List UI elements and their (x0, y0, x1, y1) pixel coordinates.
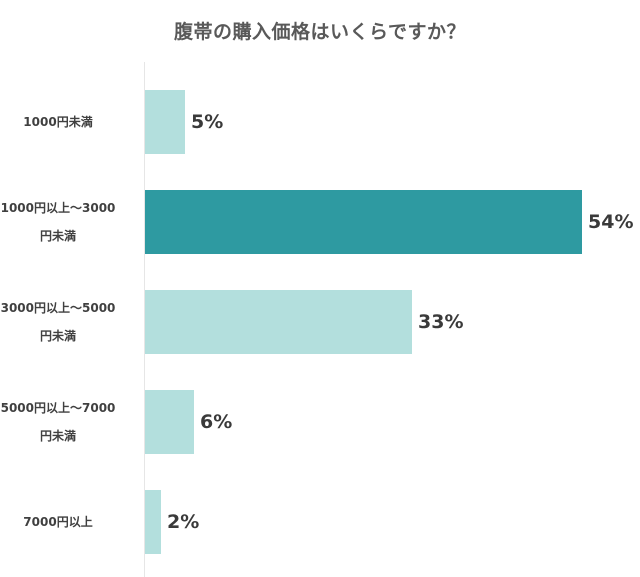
category-label: 1000円以上～3000 円未満 (0, 190, 128, 254)
bar-row: 5000円以上～7000 円未満 6% (0, 390, 640, 454)
value-label: 6% (200, 411, 233, 433)
category-label-line: 7000円以上 (23, 515, 93, 529)
value-label: 54% (588, 211, 634, 233)
bar-row: 3000円以上～5000 円未満 33% (0, 290, 640, 354)
bar (145, 290, 412, 354)
category-label-line: 3000円以上～5000 (0, 301, 116, 315)
value-label: 5% (191, 111, 224, 133)
chart-title: 腹帯の購入価格はいくらですか？ (174, 21, 466, 43)
category-label-line: 円未満 (39, 329, 76, 343)
bar-row: 7000円以上 2% (0, 490, 640, 554)
category-label-line: 5000円以上～7000 (0, 401, 116, 415)
bar (145, 190, 582, 254)
value-label: 33% (418, 311, 464, 333)
category-label-line: 1000円未満 (23, 115, 93, 129)
bar (145, 490, 161, 554)
category-label-line: 円未満 (39, 229, 76, 243)
bar (145, 390, 194, 454)
value-label: 2% (167, 511, 200, 533)
category-label-line: 1000円以上～3000 (0, 201, 116, 215)
category-axis-line (144, 62, 145, 577)
category-label: 7000円以上 (0, 490, 128, 554)
category-label: 1000円未満 (0, 90, 128, 154)
category-label-line: 円未満 (39, 429, 76, 443)
bar-row: 1000円以上～3000 円未満 54% (0, 190, 640, 254)
category-label: 3000円以上～5000 円未満 (0, 290, 128, 354)
category-label: 5000円以上～7000 円未満 (0, 390, 128, 454)
bar-row: 1000円未満 5% (0, 90, 640, 154)
bar (145, 90, 185, 154)
